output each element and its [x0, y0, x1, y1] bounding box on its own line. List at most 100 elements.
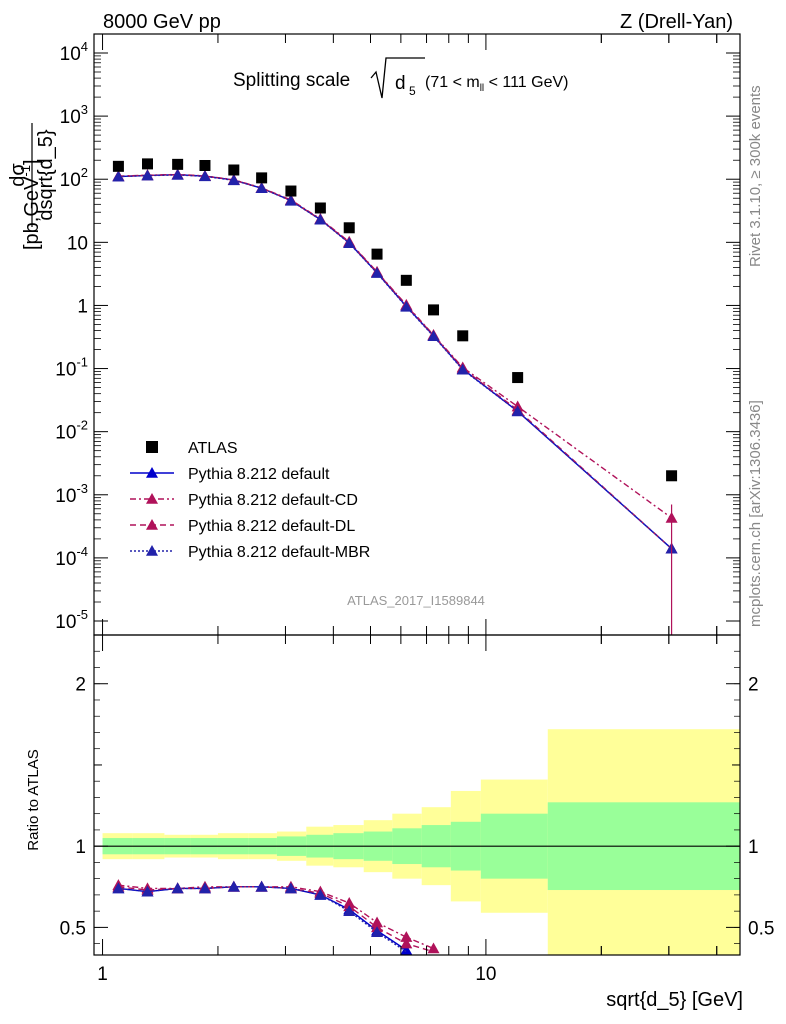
ratio-point-4-7	[314, 888, 327, 900]
atlas-point-0	[112, 160, 124, 172]
ratio-point-4-8	[343, 905, 356, 916]
header-right: Z (Drell-Yan)	[620, 11, 733, 33]
ratio-ytick-label-right: 1	[748, 837, 759, 858]
ratio-line-3	[118, 886, 434, 953]
main-ytick-label: 10-1	[55, 355, 88, 381]
main-point-4-6	[284, 194, 297, 206]
source-label: mcplots.cern.ch [arXiv:1306.3436]	[747, 400, 764, 627]
main-ytick-label: 10	[67, 233, 88, 254]
title-prefix: Splitting scale	[233, 70, 350, 91]
atlas-point-1	[141, 158, 153, 170]
main-point-4-2	[171, 168, 184, 180]
main-series	[112, 158, 678, 635]
atlas-point-5	[256, 172, 268, 184]
legend: ATLAS Pythia 8.212 default Pythia 8.212 de…	[130, 440, 370, 561]
main-ylabel: dσ dsqrt{d_5}	[7, 123, 57, 227]
main-point-4-10	[400, 300, 413, 312]
main-ytick-label: 10-2	[55, 418, 88, 444]
main-ytick-label: 10-4	[55, 544, 88, 570]
ratio-ylabel: Ratio to ATLAS	[25, 749, 42, 850]
sqrt-symbol	[370, 57, 425, 99]
xtick-label: 1	[97, 964, 108, 985]
ratio-ytick-label: 0.5	[60, 918, 86, 939]
ratio-point-1-10	[400, 944, 413, 955]
legend-marker-3	[146, 519, 158, 530]
legend-label-1: Pythia 8.212 default	[188, 466, 330, 483]
ratio-ytick-label: 1	[75, 837, 86, 858]
legend-marker-2	[146, 493, 158, 504]
ratio-point-4-6	[284, 882, 297, 894]
main-point-4-1	[141, 169, 154, 181]
ratio-point-4-1	[141, 885, 154, 897]
title-cut-sub: ll	[480, 83, 484, 94]
ylabel-unit: [pb,GeV-1]	[18, 159, 43, 250]
ylabel-numerator: dσ	[7, 163, 29, 187]
ratio-point-2-11	[427, 942, 440, 954]
legend-marker-4	[146, 545, 158, 556]
atlas-point-3	[199, 159, 211, 171]
ratio-ytick-label-right: 0.5	[748, 918, 774, 939]
main-point-4-4	[227, 174, 240, 186]
main-ytick-label: 102	[60, 165, 88, 191]
ratio-point-4-9	[371, 926, 384, 938]
ratio-point-4-4	[227, 880, 240, 892]
legend-label-2: Pythia 8.212 default-CD	[188, 492, 358, 509]
ratio-series	[112, 879, 440, 955]
ratio-uncertainty-bands	[94, 729, 740, 955]
ratio-ytick-label: 2	[75, 675, 86, 696]
axis-ticks: 10-5 10-4 10-3 10-2 10-1 1 10 102 103 104 1 10 0.5 0.…	[55, 33, 774, 985]
main-point-4-11	[427, 330, 440, 342]
ratio-point-2-10	[400, 931, 413, 942]
ratio-point-3-10	[400, 937, 413, 949]
main-ytick-label: 10-5	[55, 607, 88, 633]
main-ytick-label: 10-3	[55, 481, 88, 507]
main-point-4-5	[255, 182, 268, 194]
ratio-ytick-label-right: 2	[748, 675, 759, 696]
atlas-point-11	[428, 304, 440, 316]
legend-marker-1	[146, 467, 158, 478]
atlas-point-2	[172, 158, 184, 170]
atlas-point-6	[285, 185, 297, 197]
atlas-point-7	[314, 202, 326, 214]
ratio-point-4-2	[171, 882, 184, 894]
main-point-4-8	[343, 237, 356, 248]
title-var-sub: 5	[409, 84, 416, 98]
analysis-id: ATLAS_2017_I1589844	[347, 593, 485, 608]
legend-label-0: ATLAS	[188, 440, 238, 457]
header-left: 8000 GeV pp	[103, 11, 221, 33]
ratio-point-4-5	[255, 880, 268, 892]
atlas-point-8	[343, 222, 355, 234]
main-point-4-3	[198, 170, 211, 182]
version-label: Rivet 3.1.10, ≥ 300k events	[747, 85, 764, 267]
ratio-line-4	[118, 886, 407, 953]
main-title: Splitting scale	[233, 70, 350, 91]
main-line-4	[118, 174, 673, 550]
title-var: d	[395, 73, 406, 94]
ylabel-denominator: dsqrt{d_5}	[35, 129, 57, 221]
main-point-4-9	[371, 267, 384, 278]
atlas-point-13	[512, 372, 524, 384]
atlas-point-9	[371, 248, 383, 260]
atlas-point-10	[400, 274, 412, 286]
ratio-line-2	[118, 884, 434, 950]
main-point-4-13	[511, 405, 524, 417]
atlas-point-14	[666, 470, 678, 482]
main-ytick-label: 103	[60, 102, 88, 128]
legend-label-3: Pythia 8.212 default-DL	[188, 518, 355, 535]
main-point-4-0	[112, 170, 125, 182]
atlas-point-12	[457, 330, 469, 342]
title-cut: (71 < mll < 111 GeV)	[425, 74, 568, 94]
ratio-line-1	[118, 886, 407, 951]
legend-label-4: Pythia 8.212 default-MBR	[188, 544, 370, 561]
main-ytick-label: 104	[60, 39, 88, 65]
ratio-point-4-0	[112, 882, 125, 894]
ratio-point-4-3	[198, 882, 211, 894]
main-point-4-12	[456, 363, 469, 375]
main-point-4-7	[314, 213, 327, 225]
atlas-point-4	[228, 164, 240, 176]
xtick-label: 10	[475, 964, 496, 985]
ratio-plot-frame	[93, 634, 741, 956]
main-ytick-label: 1	[77, 296, 88, 317]
xaxis-label: sqrt{d_5} [GeV]	[606, 989, 743, 1011]
